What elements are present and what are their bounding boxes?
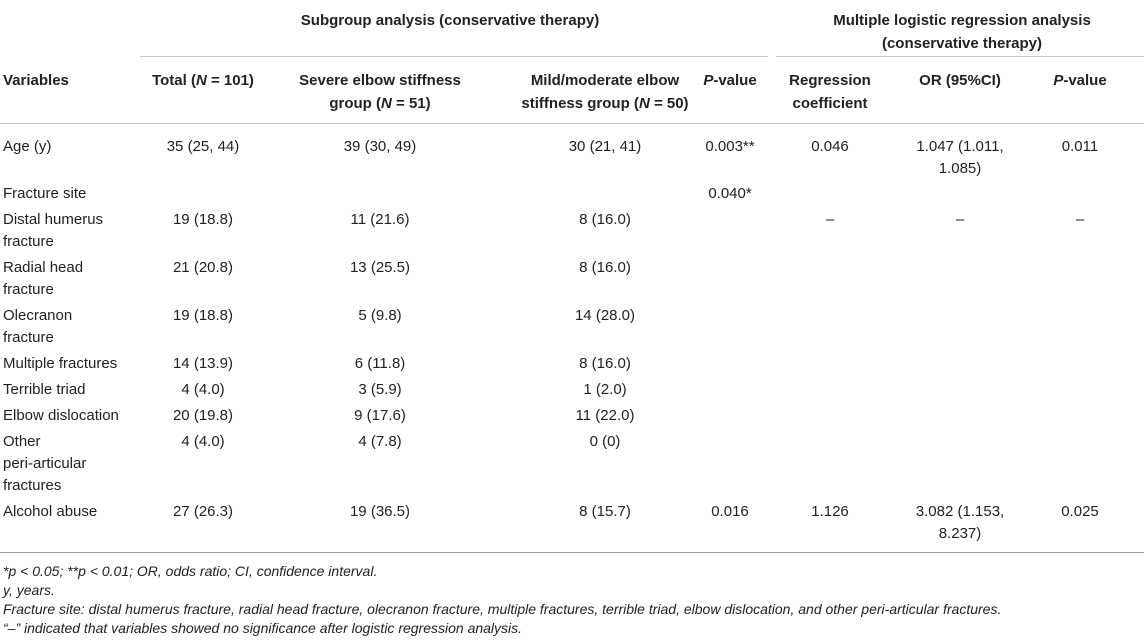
row-radial-variable-line2: fracture <box>3 281 54 298</box>
row-radial-mild: 8 (16.0) <box>579 259 631 276</box>
row-alcohol-p2: 0.025 <box>1061 503 1099 520</box>
row-alcohol-p: 0.016 <box>711 503 749 520</box>
col-header-total: Total (N = 101) <box>152 72 254 89</box>
col-header-or: OR (95%CI) <box>919 72 1001 89</box>
row-radial-variable-line1: Radial head <box>3 259 84 276</box>
row-distal-variable-line1: Distal humerus <box>3 211 104 228</box>
row-distal-variable-line2: fracture <box>3 233 54 250</box>
footnote-significance: *p < 0.05; **p < 0.01; OR, odds ratio; C… <box>3 563 378 579</box>
row-multiple-severe: 6 (11.8) <box>354 355 406 372</box>
row-fracture-site-variable: Fracture site <box>3 185 87 202</box>
row-other-mild: 0 (0) <box>589 433 621 450</box>
group-underline-left <box>140 56 768 57</box>
table-bottom-rule <box>0 552 1144 553</box>
row-dislocation-total: 20 (19.8) <box>172 407 234 424</box>
row-other-variable-line2: peri-articular <box>3 455 87 472</box>
row-olecranon-variable-line2: fracture <box>3 329 54 346</box>
row-dislocation-severe: 9 (17.6) <box>354 407 406 424</box>
group-header-regression-line2: (conservative therapy) <box>881 35 1043 52</box>
col-header-regression-line1: Regression <box>789 72 871 89</box>
row-age-variable: Age (y) <box>3 138 52 155</box>
header-bottom-rule <box>0 123 1144 124</box>
row-distal-regression: – <box>825 211 835 228</box>
row-radial-total: 21 (20.8) <box>172 259 234 276</box>
row-alcohol-severe: 19 (36.5) <box>349 503 411 520</box>
row-other-severe: 4 (7.8) <box>358 433 402 450</box>
row-age-or-line2: 1.085) <box>938 160 982 177</box>
row-alcohol-mild: 8 (15.7) <box>579 503 631 520</box>
row-age-mild: 30 (21, 41) <box>568 138 642 155</box>
row-dislocation-variable: Elbow dislocation <box>3 407 119 424</box>
row-age-regression: 0.046 <box>811 138 849 155</box>
col-header-severe-line2: group (N = 51) <box>329 95 431 112</box>
row-alcohol-total: 27 (26.3) <box>172 503 234 520</box>
col-header-p-value: P-value <box>703 72 757 89</box>
row-distal-total: 19 (18.8) <box>172 211 234 228</box>
row-olecranon-mild: 14 (28.0) <box>574 307 636 324</box>
row-olecranon-total: 19 (18.8) <box>172 307 234 324</box>
col-header-severe-line1: Severe elbow stiffness <box>299 72 461 89</box>
col-header-p-value-2: P-value <box>1053 72 1107 89</box>
row-other-variable-line3: fractures <box>3 477 62 494</box>
row-distal-p2: – <box>1075 211 1085 228</box>
row-distal-or: – <box>955 211 965 228</box>
col-header-variables: Variables <box>3 72 69 89</box>
row-terrible-total: 4 (4.0) <box>181 381 225 398</box>
row-other-variable-line1: Other <box>3 433 41 450</box>
row-age-severe: 39 (30, 49) <box>343 138 417 155</box>
footnote-dash-meaning: “–” indicated that variables showed no s… <box>3 620 523 636</box>
col-header-mild-line2: stiffness group (N = 50) <box>521 95 689 112</box>
row-fracture-site-p: 0.040* <box>708 185 752 202</box>
row-distal-severe: 11 (21.6) <box>350 211 410 228</box>
row-multiple-mild: 8 (16.0) <box>579 355 631 372</box>
row-other-total: 4 (4.0) <box>181 433 225 450</box>
footnote-fracture-site: Fracture site: distal humerus fracture, … <box>3 601 1002 617</box>
row-terrible-variable: Terrible triad <box>3 381 86 398</box>
row-dislocation-mild: 11 (22.0) <box>575 407 635 424</box>
group-underline-right <box>776 56 1144 57</box>
row-alcohol-variable: Alcohol abuse <box>3 503 98 520</box>
row-olecranon-severe: 5 (9.8) <box>358 307 402 324</box>
row-age-p2: 0.011 <box>1061 138 1099 155</box>
row-terrible-severe: 3 (5.9) <box>358 381 402 398</box>
row-alcohol-regression: 1.126 <box>811 503 849 520</box>
row-age-p: 0.003** <box>705 138 755 155</box>
group-header-subgroup: Subgroup analysis (conservative therapy) <box>300 12 600 29</box>
row-distal-mild: 8 (16.0) <box>579 211 631 228</box>
row-olecranon-variable-line1: Olecranon <box>3 307 73 324</box>
group-header-regression-line1: Multiple logistic regression analysis <box>833 12 1091 29</box>
row-radial-severe: 13 (25.5) <box>349 259 411 276</box>
row-multiple-total: 14 (13.9) <box>172 355 234 372</box>
footnote-years: y, years. <box>3 582 55 598</box>
row-age-or-line1: 1.047 (1.011, <box>916 138 1004 155</box>
row-alcohol-or-line2: 8.237) <box>938 525 982 542</box>
col-header-regression-line2: coefficient <box>792 95 868 112</box>
col-header-mild-line1: Mild/moderate elbow <box>530 72 680 89</box>
row-terrible-mild: 1 (2.0) <box>583 381 627 398</box>
row-alcohol-or-line1: 3.082 (1.153, <box>915 503 1005 520</box>
row-age-total: 35 (25, 44) <box>166 138 240 155</box>
row-multiple-variable: Multiple fractures <box>3 355 118 372</box>
